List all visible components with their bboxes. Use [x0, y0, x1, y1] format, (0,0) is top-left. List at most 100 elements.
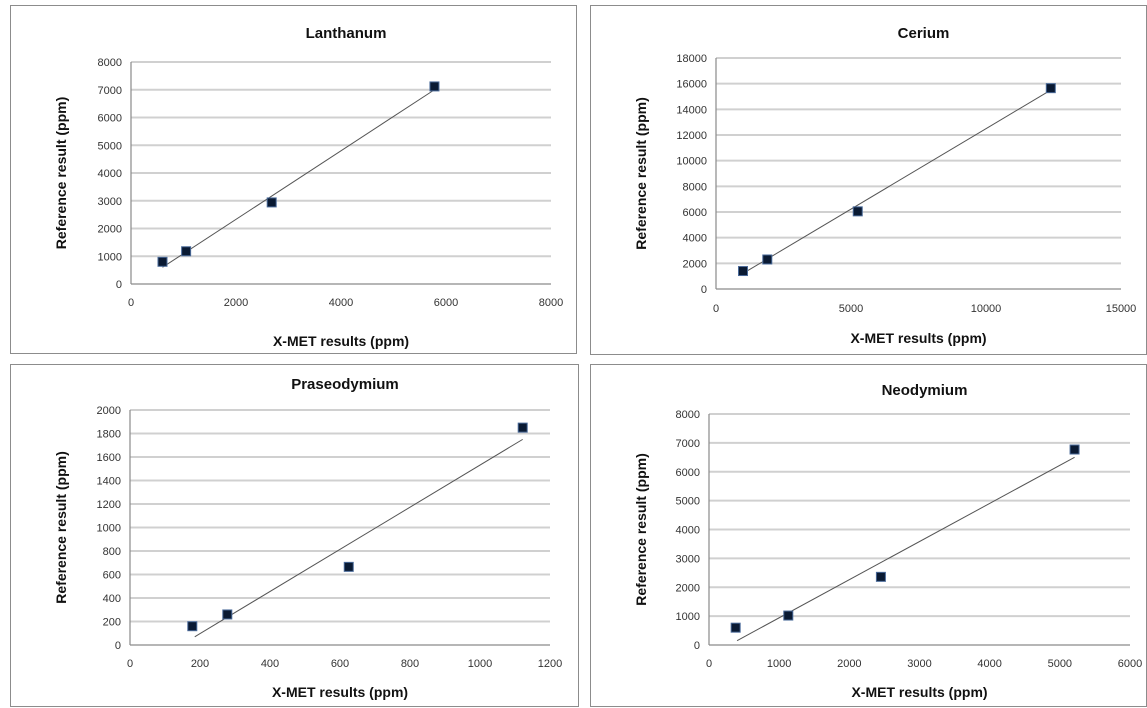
y-tick-label: 12000: [676, 130, 707, 142]
trendline: [194, 438, 523, 638]
x-tick-label: 10000: [971, 303, 1002, 315]
x-tick-label: 5000: [839, 303, 863, 315]
trendline: [162, 89, 435, 268]
chart-svg: 0 2000 4000 6000 8000 10000 12000 14000 16000 180…: [633, 25, 1137, 346]
y-tick-label: 4000: [98, 168, 122, 180]
y-tick-label: 8000: [683, 181, 707, 193]
x-axis-title: X-MET results (ppm): [273, 333, 409, 349]
y-tick-label: 3000: [676, 553, 700, 565]
x-tick-label: 6000: [1118, 658, 1142, 670]
y-tick-label: 2000: [683, 258, 707, 270]
chart-title: Lanthanum: [306, 25, 387, 42]
x-tick-label: 1000: [468, 658, 492, 670]
data-point: [157, 256, 168, 267]
cerium-chart: 0 2000 4000 6000 8000 10000 12000 14000 16000 180…: [590, 5, 1147, 355]
y-axis-title: Reference result (ppm): [633, 97, 649, 249]
x-tick-label: 4000: [977, 658, 1001, 670]
x-tick-label: 6000: [434, 297, 458, 309]
y-tick-label: 1600: [97, 452, 121, 464]
x-tick-label: 800: [401, 658, 419, 670]
y-tick-label: 0: [701, 284, 707, 296]
chart-title: Neodymium: [882, 382, 968, 399]
y-tick-label: 10000: [676, 156, 707, 168]
chart-svg: 0 1000 2000 3000 4000 5000 6000 7000 8000 0 1000 20…: [633, 382, 1142, 700]
y-tick-label: 0: [115, 640, 121, 652]
chart-title: Praseodymium: [291, 376, 399, 393]
y-tick-label: 0: [116, 279, 122, 291]
y-tick-label: 6000: [683, 207, 707, 219]
x-tick-label: 200: [191, 658, 209, 670]
lanthanum-chart: 0 1000 2000 3000 4000 5000 6000 7000 8000 0 2000 40…: [10, 5, 577, 354]
data-point: [181, 246, 192, 257]
x-tick-label: 8000: [539, 297, 563, 309]
x-tick-label: 0: [127, 658, 133, 670]
x-tick-label: 5000: [1048, 658, 1072, 670]
data-point: [875, 571, 886, 582]
data-point: [738, 266, 748, 277]
chart-svg: 0 200 400 600 800 1000 1200 1400 1600 1800 2000 0 20…: [53, 376, 562, 700]
data-point: [266, 197, 277, 208]
x-tick-label: 1000: [767, 658, 791, 670]
x-axis-title: X-MET results (ppm): [850, 330, 986, 346]
y-axis-title: Reference result (ppm): [633, 453, 649, 605]
trendline: [736, 456, 1075, 642]
y-tick-label: 14000: [676, 104, 707, 116]
x-axis-title: X-MET results (ppm): [851, 684, 987, 700]
y-tick-label: 2000: [97, 405, 121, 417]
y-tick-label: 3000: [98, 196, 122, 208]
y-tick-label: 2000: [98, 224, 122, 236]
y-tick-label: 5000: [98, 140, 122, 152]
chart-svg: 0 1000 2000 3000 4000 5000 6000 7000 8000 0 2000 40…: [53, 25, 563, 349]
y-tick-label: 1400: [97, 476, 121, 488]
y-tick-label: 5000: [676, 496, 700, 508]
y-tick-label: 800: [103, 546, 121, 558]
x-tick-label: 15000: [1106, 303, 1137, 315]
x-tick-label: 1200: [538, 658, 562, 670]
y-tick-label: 200: [103, 617, 121, 629]
y-axis-title: Reference result (ppm): [53, 97, 69, 249]
y-tick-label: 600: [103, 570, 121, 582]
data-point: [762, 254, 773, 265]
y-tick-label: 18000: [676, 53, 707, 65]
y-tick-label: 8000: [98, 57, 122, 69]
y-tick-label: 6000: [676, 467, 700, 479]
data-point: [187, 621, 198, 632]
praseodymium-chart: 0 200 400 600 800 1000 1200 1400 1600 1800 2000 0 20…: [10, 364, 579, 707]
y-tick-label: 1800: [97, 429, 121, 441]
data-point: [1045, 83, 1056, 94]
trendline: [741, 89, 1052, 275]
y-tick-label: 1000: [98, 251, 122, 263]
x-tick-label: 600: [331, 658, 349, 670]
x-tick-label: 400: [261, 658, 279, 670]
y-tick-label: 16000: [676, 79, 707, 91]
chart-title: Cerium: [898, 25, 950, 42]
y-axis-title: Reference result (ppm): [53, 451, 69, 603]
y-tick-label: 8000: [676, 409, 700, 421]
x-axis-title: X-MET results (ppm): [272, 684, 408, 700]
neodymium-chart: 0 1000 2000 3000 4000 5000 6000 7000 8000 0 1000 20…: [590, 364, 1147, 707]
data-point: [429, 81, 440, 92]
x-tick-label: 0: [706, 658, 712, 670]
x-tick-label: 4000: [329, 297, 353, 309]
y-tick-label: 1000: [676, 611, 700, 623]
x-tick-label: 3000: [907, 658, 931, 670]
data-point: [783, 610, 794, 621]
y-tick-label: 4000: [676, 525, 700, 537]
y-tick-label: 400: [103, 593, 121, 605]
y-tick-label: 0: [694, 640, 700, 652]
y-tick-label: 4000: [683, 233, 707, 245]
y-tick-label: 7000: [98, 85, 122, 97]
x-tick-label: 0: [713, 303, 719, 315]
data-point: [343, 561, 354, 572]
data-point: [222, 609, 233, 620]
data-point: [730, 622, 741, 633]
x-tick-label: 2000: [837, 658, 861, 670]
x-tick-label: 2000: [224, 297, 248, 309]
data-point: [852, 206, 863, 217]
y-tick-label: 6000: [98, 113, 122, 125]
data-point: [517, 422, 528, 433]
data-point: [1069, 444, 1080, 455]
x-tick-label: 0: [128, 297, 134, 309]
y-tick-label: 2000: [676, 582, 700, 594]
y-tick-label: 1200: [97, 499, 121, 511]
